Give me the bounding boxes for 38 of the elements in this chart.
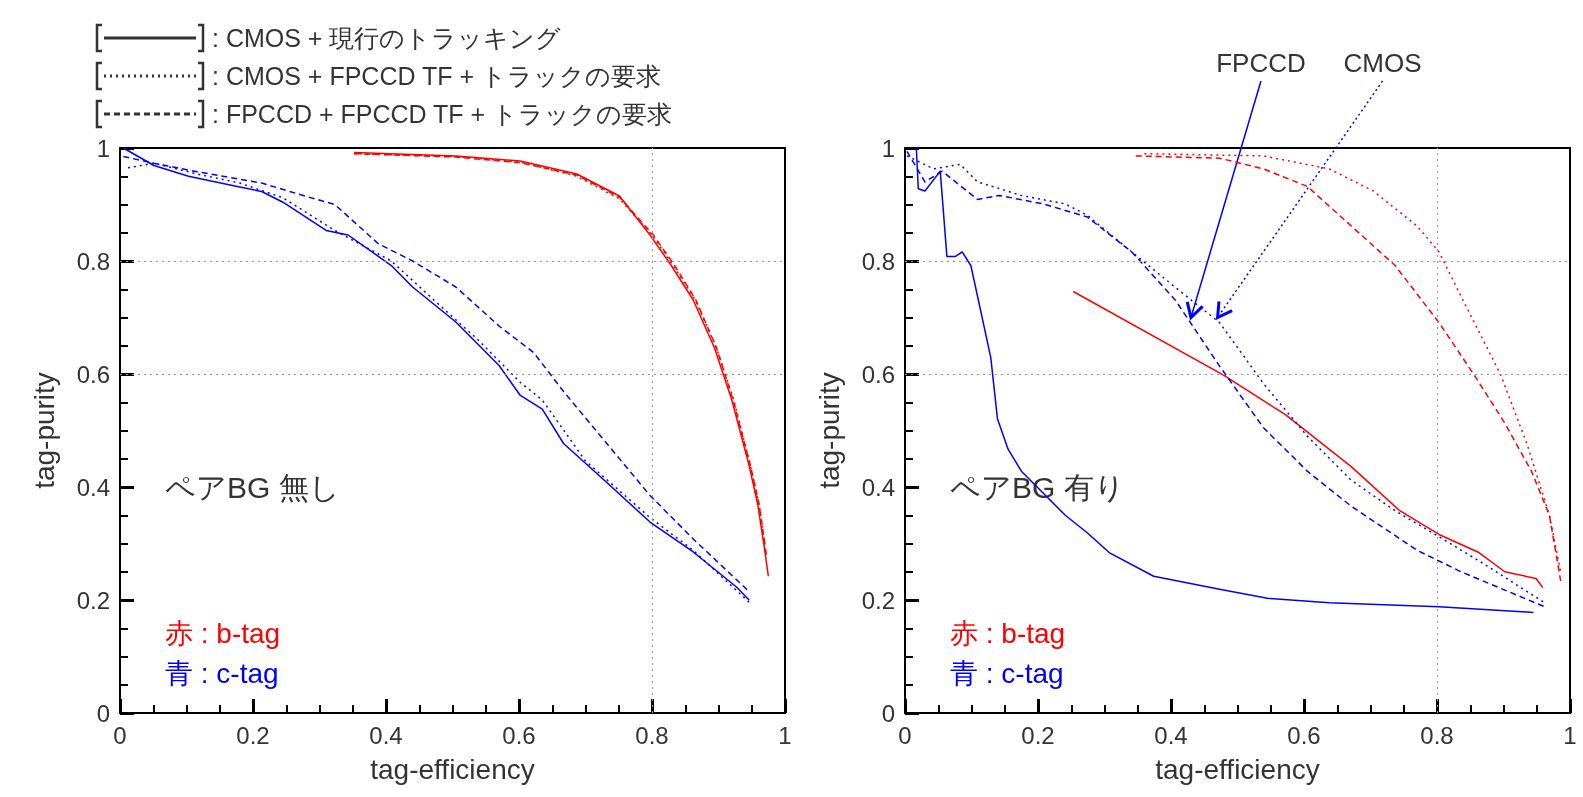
x-tick-label: 0.8 — [635, 721, 669, 749]
x-tick-label: 0 — [898, 721, 912, 749]
x-tick-label: 0.2 — [236, 721, 270, 749]
annotation: 赤 : b-tag — [165, 618, 281, 650]
y-tick-label: 0.2 — [861, 586, 895, 614]
y-tick-label: 0.8 — [76, 247, 110, 275]
annotation: CMOS — [1343, 48, 1422, 78]
annotation: ペアBG 無し — [165, 470, 340, 504]
text: : FPCCD + FPCCD TF + トラックの要求 — [212, 100, 673, 128]
x-tick-label: 1 — [1563, 721, 1577, 749]
y-tick-label: 0.4 — [76, 473, 110, 501]
y-tick-label: 1 — [881, 134, 895, 162]
x-tick-label: 0 — [113, 721, 127, 749]
x-axis-title: tag-efficiency — [370, 753, 535, 785]
y-tick-label: 0.6 — [861, 360, 895, 388]
x-tick-label: 0.2 — [1021, 721, 1055, 749]
y-tick-label: 0.4 — [861, 473, 895, 501]
y-tick-label: 0.2 — [76, 586, 110, 614]
x-tick-label: 0.4 — [1154, 721, 1188, 749]
y-tick-label: 1 — [96, 134, 110, 162]
annotation: 青 : c-tag — [950, 657, 1064, 689]
y-tick-label: 0.8 — [861, 247, 895, 275]
y-tick-label: 0 — [881, 699, 895, 727]
annotation: 赤 : b-tag — [950, 618, 1066, 650]
x-tick-label: 0.4 — [369, 721, 403, 749]
text: : CMOS + FPCCD TF + トラックの要求 — [212, 62, 662, 90]
y-tick-label: 0 — [96, 699, 110, 727]
y-tick-label: 0.6 — [76, 360, 110, 388]
y-axis-title: tag-purity — [28, 372, 60, 489]
x-tick-label: 0.6 — [1287, 721, 1321, 749]
annotation: 青 : c-tag — [165, 657, 279, 689]
text: : CMOS + 現行のトラッキング — [212, 24, 562, 52]
y-axis-title: tag-purity — [813, 372, 845, 489]
annotation: FPCCD — [1216, 48, 1306, 78]
x-axis-title: tag-efficiency — [1155, 753, 1320, 785]
x-tick-label: 1 — [778, 721, 792, 749]
x-tick-label: 0.6 — [502, 721, 536, 749]
x-tick-label: 0.8 — [1420, 721, 1454, 749]
